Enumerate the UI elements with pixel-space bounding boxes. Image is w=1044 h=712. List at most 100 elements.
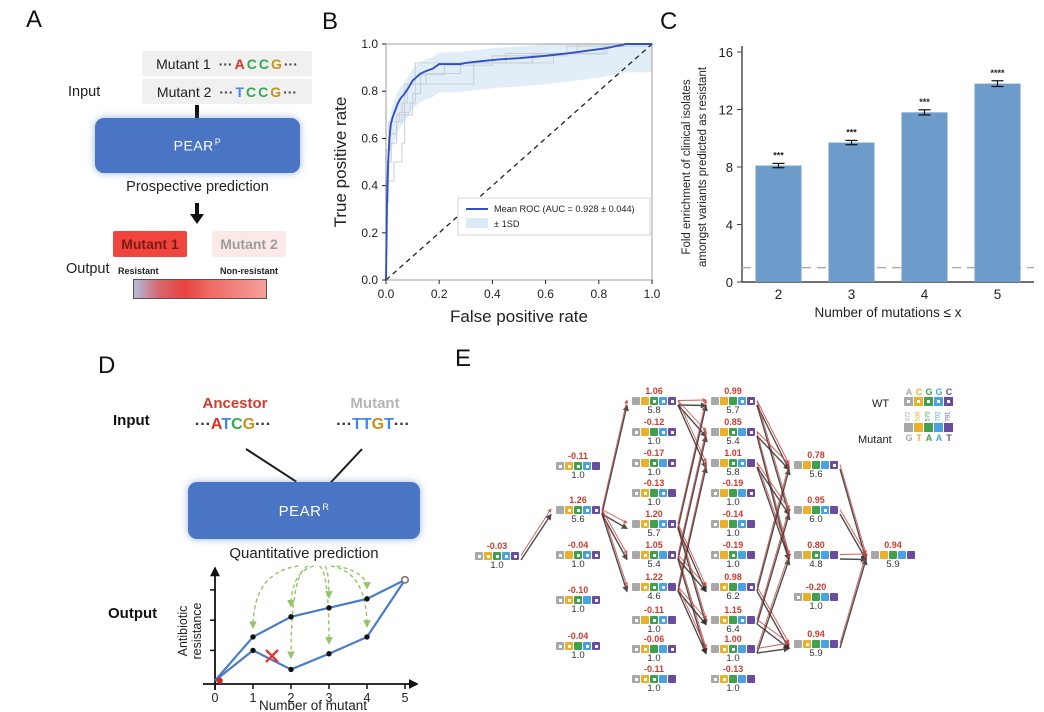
allele-square <box>556 551 564 559</box>
allele-square <box>720 428 728 436</box>
predicted-value: -0.14 <box>722 509 744 519</box>
genotype-node-q1: 0.78 5.6 <box>792 450 840 480</box>
y-tick: 0.8 <box>361 84 378 98</box>
predicted-value: 0.85 <box>724 417 742 427</box>
base-G: G <box>242 416 256 433</box>
allele-square <box>659 428 667 436</box>
panel-d-input-label: Input <box>113 412 150 429</box>
base-A: A <box>210 416 222 433</box>
allele-square <box>641 459 649 467</box>
allele-square <box>830 461 838 469</box>
base-A: A <box>935 433 943 443</box>
edge-measured <box>601 404 629 515</box>
allele-square <box>641 616 649 624</box>
base-T: T <box>916 433 922 443</box>
base-G: G <box>270 55 282 72</box>
allele-square <box>871 551 879 559</box>
resistance-value: 1.0 <box>571 604 585 615</box>
network-edges <box>520 398 868 655</box>
genotype-node-m4: -0.10 1.0 <box>554 585 602 615</box>
resistance-value: 1.0 <box>809 601 823 612</box>
ellipsis: ··· <box>283 55 298 72</box>
allele-square <box>659 520 667 528</box>
allele-square <box>821 461 829 469</box>
allele-square <box>812 593 820 601</box>
allele-square <box>668 675 676 683</box>
predicted-value: -0.06 <box>643 634 665 644</box>
genotype-node-d5: 1.20 5.7 <box>630 509 678 539</box>
allele-square <box>729 397 737 405</box>
predicted-value: -0.17 <box>643 448 665 458</box>
allele-square <box>592 551 600 559</box>
resistance-value: 5.4 <box>726 436 740 447</box>
allele-square <box>738 397 746 405</box>
genotype-node-d3: -0.17 1.0 <box>630 448 678 478</box>
edge-measured <box>839 556 868 563</box>
significance-stars: *** <box>919 97 930 107</box>
allele-square <box>711 583 719 591</box>
base-C: C <box>245 83 257 100</box>
allele-square <box>659 459 667 467</box>
predicted-value: 1.20 <box>645 509 663 519</box>
edge-measured <box>839 468 868 561</box>
significance-stars: **** <box>990 68 1005 78</box>
resistance-value: 1.0 <box>726 497 740 508</box>
pear-r-model-box: PEARR <box>188 482 420 539</box>
allele-square <box>747 675 755 683</box>
allele-square <box>924 397 933 406</box>
y-axis-label-line1: Antibiotic <box>176 606 190 657</box>
allele-square <box>729 428 737 436</box>
allele-square <box>650 551 658 559</box>
y-axis-label-line1: Fold enrichment of clinical isolates <box>681 79 693 254</box>
allele-square <box>747 397 755 405</box>
y-tick: 0 <box>726 275 733 290</box>
allele-square <box>493 552 501 560</box>
allele-square <box>729 489 737 497</box>
allele-square <box>720 459 728 467</box>
allele-square <box>711 489 719 497</box>
predicted-value: 0.94 <box>807 629 825 639</box>
allele-square <box>711 675 719 683</box>
red-x-marker <box>265 649 279 663</box>
base-G: G <box>925 387 933 397</box>
y-axis-label: True positive rate <box>331 97 350 228</box>
resistance-value: 1.0 <box>647 653 661 664</box>
predicted-value: 1.00 <box>724 634 742 644</box>
allele-square <box>812 506 820 514</box>
allele-square <box>944 397 953 406</box>
genotype-node-d1: 1.06 5.8 <box>630 386 678 416</box>
allele-square <box>641 551 649 559</box>
mutant2-sequence: Mutant 2 ··· T C C G ··· <box>142 79 312 104</box>
edge-measured <box>677 466 708 592</box>
position-numbers: 372 508 570 702 791 <box>904 406 954 423</box>
edge-predicted <box>756 619 790 644</box>
resistance-value: 6.4 <box>726 624 740 635</box>
allele-square <box>632 489 640 497</box>
connector-line <box>245 448 297 483</box>
genotype-node-d4: -0.13 1.0 <box>630 478 678 508</box>
x-tick: 0.0 <box>378 287 395 301</box>
allele-square <box>711 520 719 528</box>
mutant-squares <box>904 423 954 432</box>
allele-square <box>794 551 802 559</box>
y-tick: 0.4 <box>361 179 378 193</box>
allele-square <box>565 462 573 470</box>
allele-square <box>650 583 658 591</box>
allele-square <box>592 596 600 604</box>
final-mutant-circle <box>401 575 410 584</box>
allele-square <box>659 645 667 653</box>
allele-square <box>502 552 510 560</box>
genotype-node-q4: -0.20 1.0 <box>792 582 840 612</box>
panel-label-e: E <box>455 345 472 372</box>
x-tick: 0.2 <box>431 287 448 301</box>
roc-sd-band <box>386 44 652 280</box>
allele-square <box>711 551 719 559</box>
allele-square <box>794 461 802 469</box>
predicted-value: -0.12 <box>643 417 665 427</box>
base-A: A <box>905 387 913 397</box>
allele-square <box>711 397 719 405</box>
resistance-value: 6.0 <box>809 514 823 525</box>
panel-label-a: A <box>26 6 43 33</box>
